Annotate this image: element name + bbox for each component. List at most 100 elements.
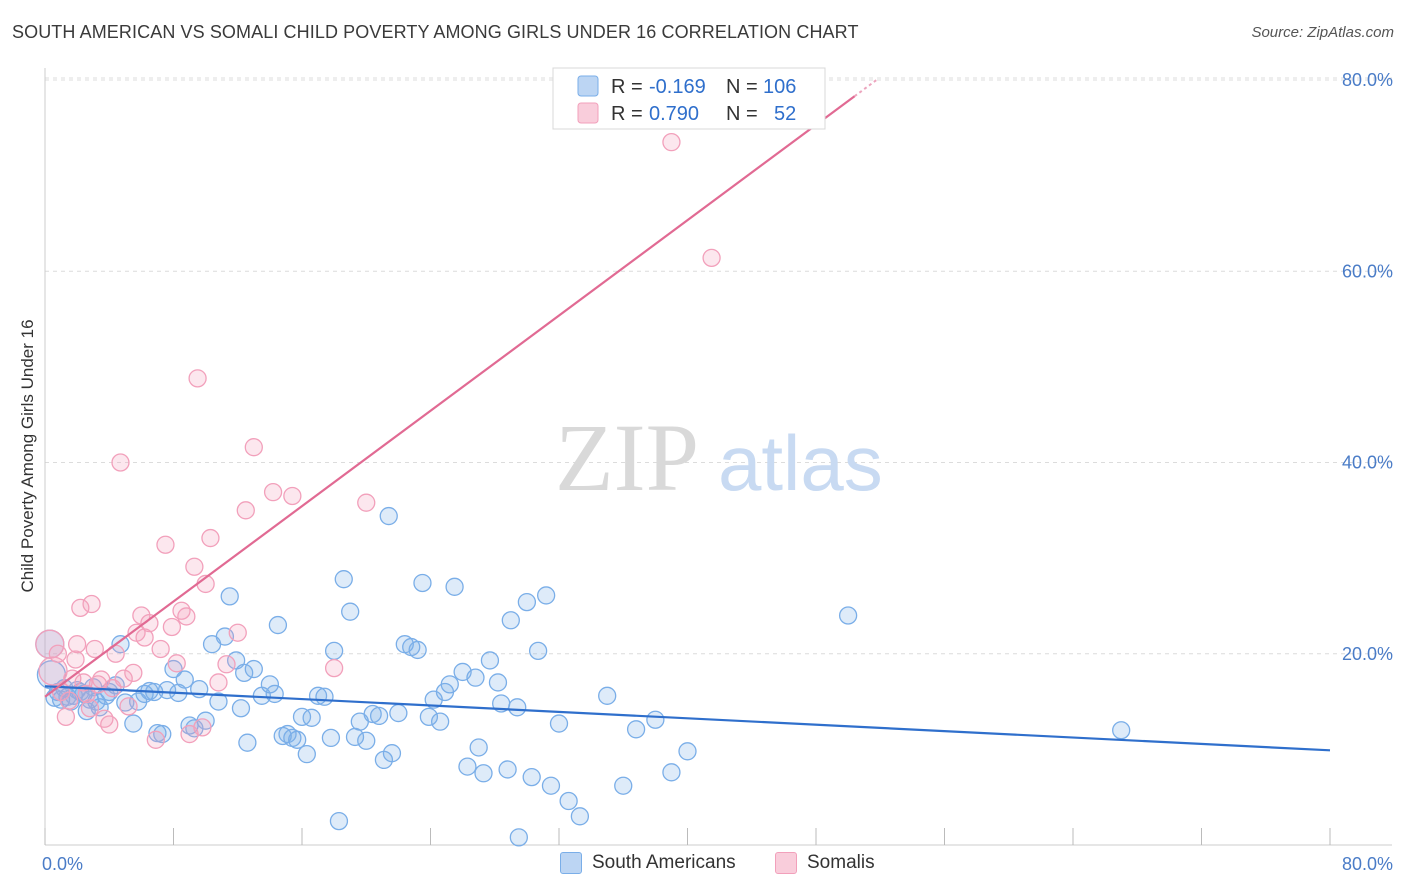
south-americans-point <box>1112 721 1131 740</box>
south-americans-point <box>570 807 590 826</box>
somalis-point <box>67 635 87 654</box>
south-americans-point <box>111 635 130 654</box>
south-americans-point <box>541 776 561 795</box>
somalis-point <box>263 482 283 502</box>
south-americans-point <box>220 587 239 606</box>
south-americans-point <box>292 707 312 727</box>
south-americans-point <box>488 673 508 692</box>
south-americans-point <box>626 720 646 739</box>
south-americans-point <box>164 659 183 679</box>
south-americans-point <box>662 763 681 782</box>
legend-r-value-0: -0.169 <box>649 76 706 98</box>
south-americans-point <box>321 728 341 748</box>
south-americans-point <box>302 708 321 727</box>
axes <box>44 68 1392 846</box>
south-americans-point <box>440 675 459 694</box>
bottom-legend-label-somalis: Somalis <box>807 852 875 873</box>
tick-labels: 20.0% 40.0% 60.0% 80.0% 0.0% 80.0% <box>42 70 1393 874</box>
legend-swatch-somalis <box>577 102 599 124</box>
south-americans-point <box>231 699 251 718</box>
somalis-point <box>188 369 207 388</box>
south-americans-point <box>646 710 665 729</box>
somalis-point <box>38 656 68 686</box>
south-americans-point <box>268 615 288 635</box>
south-americans-point <box>288 730 307 749</box>
y-tick-label-1: 40.0% <box>1342 453 1393 473</box>
somalis-point <box>244 438 263 457</box>
south-americans-point <box>235 663 254 683</box>
somalis-point <box>85 639 104 659</box>
somalis-point <box>177 607 196 626</box>
south-americans-point <box>260 675 280 694</box>
south-americans-point <box>382 744 402 763</box>
watermark-zip: ZIP <box>555 404 699 511</box>
somalis-point <box>357 493 376 512</box>
south-americans-point <box>528 641 548 661</box>
somalis-trend-line <box>44 95 856 698</box>
top-legend: R = -0.169 N = 106 R = 0.790 N = 52 <box>552 67 826 130</box>
south-americans-point <box>265 684 284 704</box>
somalis-point <box>71 598 90 617</box>
somalis-point <box>228 623 247 642</box>
somalis-point <box>236 501 255 520</box>
grid-lines <box>45 77 1392 655</box>
bottom-legend-south-americans: South Americans <box>560 852 736 874</box>
south-americans-point <box>614 776 633 795</box>
south-americans-point <box>379 506 398 526</box>
somalis-point <box>151 639 170 659</box>
somalis-point <box>82 594 101 614</box>
south-americans-point <box>238 733 257 752</box>
somalis-point <box>135 628 154 647</box>
south-americans-point <box>598 686 617 705</box>
somalis-point <box>56 707 76 727</box>
bottom-legend-swatch-somalis <box>775 852 797 874</box>
legend-r-value-1: 0.790 <box>649 103 699 125</box>
somalis-point <box>702 248 721 268</box>
chart-title: SOUTH AMERICAN VS SOMALI CHILD POVERTY A… <box>12 22 859 42</box>
south-americans-point <box>838 606 858 625</box>
somalis-point <box>201 528 220 548</box>
somalis-point <box>124 663 143 683</box>
somalis-point <box>114 669 133 688</box>
south-americans-point <box>297 745 316 764</box>
south-americans-trend-line <box>44 685 1331 752</box>
somalis-trend-extension <box>853 77 880 98</box>
legend-n-label-0: N = <box>726 76 758 98</box>
legend-n-value-1: 52 <box>774 103 796 125</box>
legend-swatch-south-americans <box>577 75 599 97</box>
watermark-atlas: atlas <box>718 419 883 507</box>
bottom-legend-swatch-south-americans <box>560 852 582 874</box>
south-americans-point <box>537 586 556 605</box>
south-americans-point <box>90 698 109 717</box>
somalis-point <box>283 486 302 506</box>
somalis-point <box>66 650 85 669</box>
south-americans-point <box>559 791 578 811</box>
trend-lines <box>44 77 1331 752</box>
south-americans-point <box>334 570 353 589</box>
south-americans-point <box>498 760 517 779</box>
south-americans-point <box>341 602 360 621</box>
somalis-point <box>59 691 79 710</box>
south-americans-point <box>419 707 439 727</box>
bottom-legend-label-south-americans: South Americans <box>592 852 736 873</box>
south-americans-point <box>466 668 485 687</box>
south-americans-point <box>324 641 344 661</box>
somalis-point <box>209 673 228 692</box>
south-americans-point <box>315 687 334 706</box>
south-americans-point <box>678 742 697 761</box>
south-americans-points <box>35 506 1131 847</box>
south-americans-point <box>329 811 349 831</box>
somalis-point <box>167 654 186 673</box>
somalis-point <box>324 658 344 678</box>
south-americans-point <box>369 706 389 726</box>
legend-n-value-0: 106 <box>763 76 796 98</box>
y-axis-label: Child Poverty Among Girls Under 16 <box>18 319 37 592</box>
south-americans-point <box>413 573 432 593</box>
south-americans-point <box>244 659 263 679</box>
y-tick-label-2: 60.0% <box>1342 261 1393 281</box>
south-americans-point <box>522 767 541 787</box>
somalis-point <box>146 730 165 749</box>
south-americans-point <box>501 611 520 630</box>
somalis-point <box>48 644 67 663</box>
somalis-point <box>217 655 236 674</box>
